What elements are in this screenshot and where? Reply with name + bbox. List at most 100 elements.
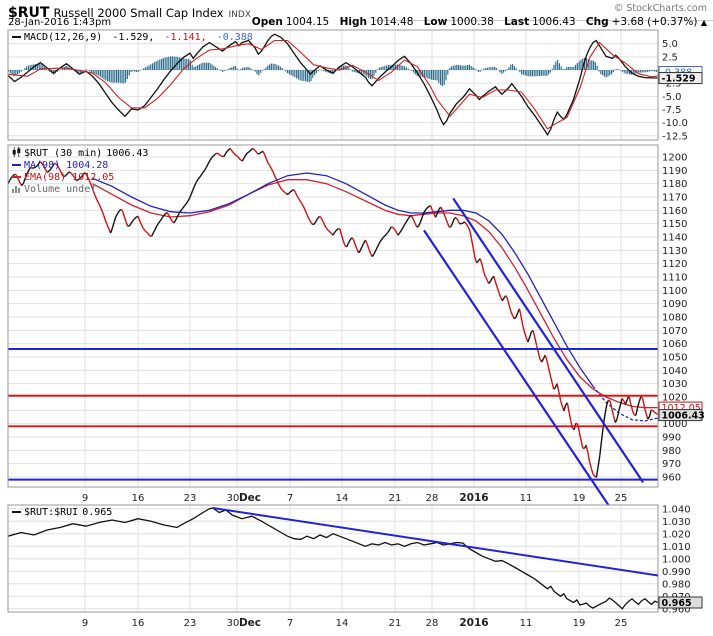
symbol: $RUT — [8, 5, 50, 21]
last-label: Last — [504, 16, 530, 28]
xtick-label: 14 — [336, 618, 349, 629]
price-ytick: 970 — [662, 459, 681, 470]
price-ytick: 1110 — [662, 273, 687, 284]
svg-text:1006.43: 1006.43 — [662, 411, 705, 422]
xtick-label: 19 — [573, 493, 586, 504]
trendline — [212, 507, 659, 577]
price-ytick: 1120 — [662, 259, 687, 270]
ema-line-swatch-icon — [12, 176, 21, 178]
price-panel-bg — [8, 145, 658, 487]
xtick-label: 9 — [82, 493, 88, 504]
high-value: 1014.48 — [369, 16, 414, 28]
price-ytick: 1130 — [662, 246, 687, 257]
xtick-label: 30 — [227, 493, 240, 504]
datetime: 28-Jan-2016 1:43pm — [8, 17, 112, 28]
price-value-box — [658, 409, 703, 422]
xtick-label: 28 — [426, 493, 439, 504]
price-ytick: 1150 — [662, 219, 687, 230]
price-ytick: 1050 — [662, 353, 687, 364]
xtick-label: 11 — [520, 618, 533, 629]
xtick-label: 23 — [184, 493, 197, 504]
svg-text:-1.529: -1.529 — [662, 74, 696, 85]
macd-legend: MACD(12,26,9) -1.529, -1.141, -0.388 — [12, 32, 253, 44]
price-ytick: 1190 — [662, 166, 687, 177]
xtick-label: 9 — [82, 618, 88, 629]
svg-text:0.965: 0.965 — [662, 598, 692, 609]
open-value: 1004.15 — [285, 16, 330, 28]
xtick-label: 14 — [336, 493, 349, 504]
macd-value: -1.529, — [112, 32, 155, 43]
macd-ytick: -10.0 — [662, 118, 688, 129]
ratio-ytick: 1.040 — [662, 504, 691, 515]
price-legend: $RUT (30 min) 1006.43 MA(98) 1004.28 EMA(… — [12, 147, 148, 196]
ratio-label: $RUT:$RUI — [24, 507, 79, 518]
ratio-ytick: 1.020 — [662, 529, 691, 540]
price-ytick: 1200 — [662, 153, 687, 164]
xtick-label: 21 — [389, 493, 402, 504]
price-ytick: 1020 — [662, 393, 687, 404]
macd-panel-border — [7, 29, 659, 141]
macd-ytick: 5.0 — [662, 39, 678, 50]
price-ytick: 1060 — [662, 339, 687, 350]
xtick-label: Dec — [239, 492, 261, 504]
price-ytick: 1040 — [662, 366, 687, 377]
xtick-label: 2016 — [459, 617, 488, 629]
price-ytick: 960 — [662, 473, 681, 484]
ema-label: EMA(98) — [24, 172, 67, 183]
trendline — [423, 229, 622, 525]
ratio-panel-border — [7, 504, 659, 613]
last-value: 1006.43 — [532, 16, 576, 28]
macd-value-box — [658, 72, 703, 85]
price-ytick: 1090 — [662, 299, 687, 310]
price-legend-symbol-row: $RUT (30 min) 1006.43 — [12, 147, 148, 160]
xtick-label: 28 — [426, 618, 439, 629]
ratio-ytick: 0.990 — [662, 567, 691, 578]
price-ytick: 980 — [662, 446, 681, 457]
price-panel-plot — [8, 145, 658, 487]
price-ytick: 1070 — [662, 326, 687, 337]
volume-bars-icon — [12, 186, 20, 193]
ema-legend-row: EMA(98) 1012.05 — [12, 172, 148, 184]
candlestick-icon — [12, 147, 21, 157]
symbol-title: Russell 2000 Small Cap Index — [53, 6, 224, 20]
ratio-ytick: 1.010 — [662, 542, 691, 553]
ratio-value-box — [658, 596, 703, 609]
header-divider — [373, 20, 713, 21]
ratio-value: 0.965 — [82, 507, 113, 518]
ma-value: 1004.28 — [66, 160, 109, 171]
xtick-label: 25 — [615, 493, 628, 504]
ratio-ytick: 0.980 — [662, 579, 691, 590]
price-ytick: 1080 — [662, 313, 687, 324]
ma-line-swatch-icon — [12, 164, 21, 166]
ratio-panel-plot — [8, 505, 658, 612]
open-label: Open — [251, 16, 283, 28]
quote-bar: Open 1004.15 High 1014.48 Low 1000.38 Last 1… — [245, 16, 707, 28]
xtick-label: 11 — [520, 493, 533, 504]
macd-line-swatch-icon — [12, 36, 21, 38]
xtick-label: 23 — [184, 618, 197, 629]
xtick-label: 7 — [287, 618, 293, 629]
ratio-ytick: 0.960 — [662, 604, 691, 615]
xtick-label: Dec — [239, 617, 261, 629]
xtick-label: 21 — [389, 618, 402, 629]
xtick-label: 16 — [132, 493, 145, 504]
up-arrow-icon: ▲ — [700, 18, 707, 27]
price-ytick: 1000 — [662, 419, 687, 430]
price-ytick: 1100 — [662, 286, 687, 297]
price-ytick: 1030 — [662, 379, 687, 390]
xtick-label: 30 — [227, 618, 240, 629]
macd-ytick: -7.5 — [662, 105, 682, 116]
macd-label: MACD(12,26,9) — [24, 32, 103, 43]
trendline — [452, 197, 644, 483]
ma-label: MA(98) — [24, 160, 61, 171]
low-label: Low — [423, 16, 448, 28]
xtick-label: 2016 — [459, 492, 488, 504]
macd-panel-bg — [8, 30, 658, 140]
macd-hist-value: -0.388 — [216, 32, 253, 43]
low-value: 1000.38 — [450, 16, 494, 28]
price-ytick: 1170 — [662, 193, 687, 204]
macd-signal-value: -1.141, — [164, 32, 207, 43]
svg-text:1012.05: 1012.05 — [662, 403, 701, 414]
